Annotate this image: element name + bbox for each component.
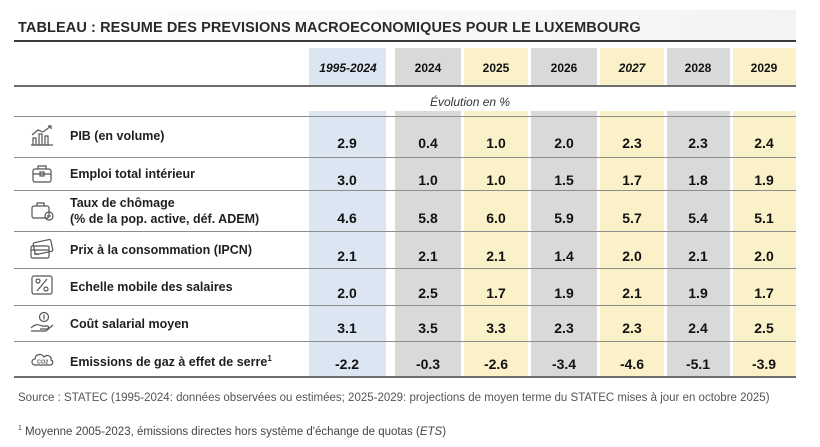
row-label-echelle: Echelle mobile des salaires	[70, 280, 233, 294]
cell-pib-2029: 2.4	[754, 135, 774, 151]
row-label-chomage-line2: (% de la pop. active, déf. ADEM)	[70, 212, 260, 226]
row-label-pib: PIB (en volume)	[70, 129, 165, 143]
row-divider	[14, 157, 796, 158]
cell-emissions-2025: -2.6	[483, 356, 509, 372]
cell-emploi-2027: 1.7	[622, 172, 642, 188]
footnote-number: 1	[18, 425, 22, 432]
cell-chomage-2024: 5.8	[418, 210, 438, 226]
column-header-2025: 2025	[482, 61, 510, 75]
row-label-cout-salarial: Coût salarial moyen	[70, 317, 189, 331]
cell-chomage-1995-2024: 4.6	[337, 210, 357, 226]
percent-scale-icon	[31, 275, 53, 295]
title-underline	[14, 40, 796, 42]
cell-cout-1995-2024: 3.1	[337, 320, 357, 336]
cell-prix-2024: 2.1	[418, 248, 438, 264]
cell-chomage-2028: 5.4	[688, 210, 708, 226]
row-label-emissions: Emissions de gaz à effet de serre1	[70, 351, 272, 370]
cell-emploi-2025: 1.0	[486, 172, 506, 188]
cell-emissions-2027: -4.6	[619, 356, 645, 372]
gdp-chart-icon	[31, 125, 53, 146]
cell-emploi-1995-2024: 3.0	[337, 172, 357, 188]
column-header-2027: 2027	[618, 61, 646, 75]
column-header-2028: 2028	[684, 61, 712, 75]
source-note: Source : STATEC (1995-2024: données obse…	[18, 392, 770, 404]
cell-echelle-2028: 1.9	[688, 285, 708, 301]
cell-pib-2027: 2.3	[622, 135, 642, 151]
cell-emploi-2029: 1.9	[754, 172, 774, 188]
cell-echelle-2027: 2.1	[622, 285, 642, 301]
table-bottom-rule	[14, 376, 796, 378]
cell-prix-2029: 2.0	[754, 248, 774, 264]
row-divider	[14, 231, 796, 232]
cell-emissions-1995-2024: -2.2	[334, 356, 360, 372]
cell-pib-1995-2024: 2.9	[337, 135, 357, 151]
footnote: 1 Moyenne 2005-2023, émissions directes …	[18, 425, 446, 438]
cell-prix-2027: 2.0	[622, 248, 642, 264]
row-divider	[14, 341, 796, 342]
cell-prix-2025: 2.1	[486, 248, 506, 264]
cell-prix-1995-2024: 2.1	[337, 248, 357, 264]
unemployment-briefcase-icon	[31, 202, 54, 221]
row-label-chomage: Taux de chômage (% de la pop. active, dé…	[70, 195, 259, 227]
svg-text:CO2: CO2	[37, 360, 48, 366]
cell-pib-2024: 0.4	[418, 135, 438, 151]
cell-pib-2025: 1.0	[486, 135, 506, 151]
cell-echelle-2024: 2.5	[418, 285, 438, 301]
cell-emissions-2028: -5.1	[685, 356, 711, 372]
row-divider	[14, 268, 796, 269]
cell-echelle-2025: 1.7	[486, 285, 506, 301]
cell-emploi-2028: 1.8	[688, 172, 708, 188]
cell-emissions-2026: -3.4	[551, 356, 577, 372]
footnote-ets: ETS	[419, 425, 443, 438]
cell-prix-2026: 1.4	[554, 248, 574, 264]
co2-cloud-icon: CO2	[31, 353, 54, 366]
price-card-icon	[30, 238, 54, 259]
title-background	[14, 10, 796, 40]
row-label-emissions-text: Emissions de gaz à effet de serre	[70, 355, 268, 370]
row-divider	[14, 190, 796, 191]
cell-cout-2026: 2.3	[554, 320, 574, 336]
footnote-text: Moyenne 2005-2023, émissions directes ho…	[21, 425, 420, 438]
cell-emploi-2026: 1.5	[554, 172, 574, 188]
cell-cout-2028: 2.4	[688, 320, 708, 336]
cell-pib-2026: 2.0	[554, 135, 574, 151]
row-label-emploi: Emploi total intérieur	[70, 167, 196, 181]
row-divider	[14, 116, 796, 117]
column-header-2029: 2029	[750, 61, 778, 75]
header-divider	[14, 85, 796, 87]
cell-cout-2029: 2.5	[754, 320, 774, 336]
table-title: TABLEAU : RESUME DES PREVISIONS MACROECO…	[18, 20, 641, 36]
footnote-end: )	[442, 425, 447, 438]
cell-echelle-2029: 1.7	[754, 285, 774, 301]
subheader-unit: Évolution en %	[430, 95, 511, 109]
cell-chomage-2027: 5.7	[622, 210, 642, 226]
briefcase-icon	[32, 165, 52, 183]
row-label-chomage-line1: Taux de chômage	[70, 196, 175, 210]
row-divider	[14, 305, 796, 306]
cell-emissions-2024: -0.3	[415, 356, 441, 372]
subheader-row	[14, 87, 796, 111]
footnote-marker: 1	[267, 354, 272, 363]
cell-chomage-2025: 6.0	[486, 210, 506, 226]
cell-pib-2028: 2.3	[688, 135, 708, 151]
cell-chomage-2029: 5.1	[754, 210, 774, 226]
cell-emploi-2024: 1.0	[418, 172, 438, 188]
column-header-2024: 2024	[414, 61, 442, 75]
cell-echelle-2026: 1.9	[554, 285, 574, 301]
cell-cout-2025: 3.3	[486, 320, 506, 336]
cell-cout-2027: 2.3	[622, 320, 642, 336]
cell-emissions-2029: -3.9	[751, 356, 777, 372]
column-header-1995-2024: 1995-2024	[319, 61, 377, 75]
cell-prix-2028: 2.1	[688, 248, 708, 264]
column-header-2026: 2026	[550, 61, 578, 75]
salary-hand-icon	[30, 311, 54, 332]
cell-echelle-1995-2024: 2.0	[337, 285, 357, 301]
cell-chomage-2026: 5.9	[554, 210, 574, 226]
row-label-prix: Prix à la consommation (IPCN)	[70, 243, 252, 257]
cell-cout-2024: 3.5	[418, 320, 438, 336]
